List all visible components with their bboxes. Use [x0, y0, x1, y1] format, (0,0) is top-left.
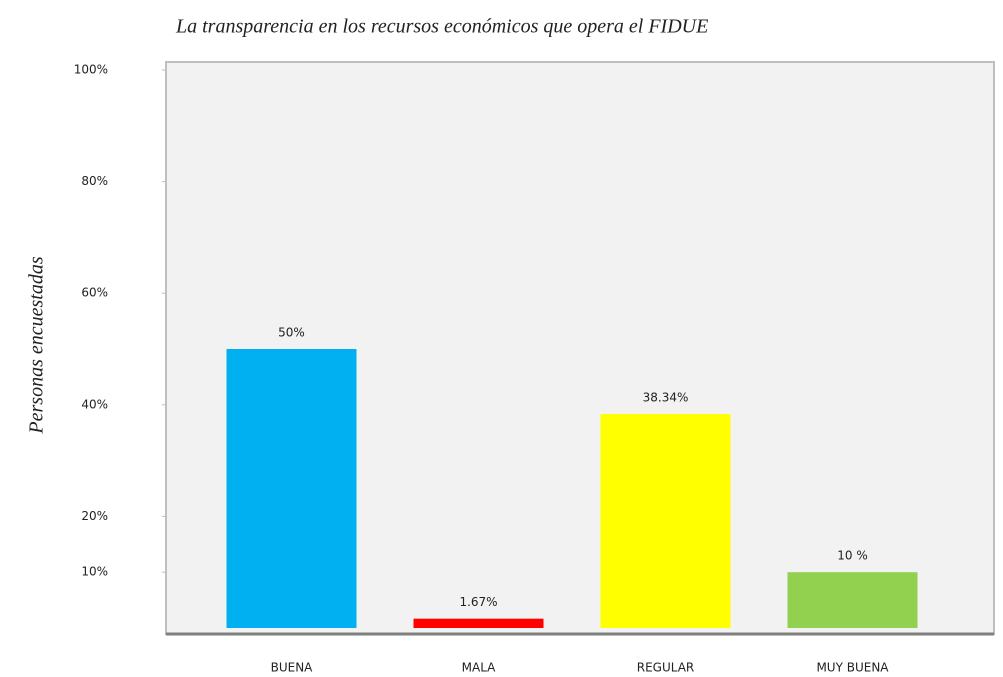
- bar: [226, 349, 357, 628]
- bar: [600, 414, 731, 628]
- y-axis-label: Personas encuestadas: [26, 256, 48, 434]
- y-tick-label: 10%: [81, 565, 108, 579]
- y-tick-label: 100%: [74, 63, 108, 77]
- data-label: 10 %: [837, 549, 868, 563]
- data-label: 50%: [278, 326, 305, 340]
- x-tick-label: BUENA: [271, 661, 314, 675]
- bar: [413, 618, 544, 628]
- y-tick-label: 80%: [81, 174, 108, 188]
- y-tick-label: 20%: [81, 509, 108, 523]
- y-tick-label: 60%: [81, 286, 108, 300]
- data-label: 38.34%: [643, 391, 689, 405]
- data-label: 1.67%: [459, 595, 497, 609]
- x-tick-label: REGULAR: [637, 661, 695, 675]
- bar: [787, 572, 918, 628]
- x-tick-label: MALA: [462, 661, 497, 675]
- x-tick-label: MUY BUENA: [816, 661, 889, 675]
- y-tick-label: 40%: [81, 397, 108, 411]
- chart-title: La transparencia en los recursos económi…: [175, 16, 708, 38]
